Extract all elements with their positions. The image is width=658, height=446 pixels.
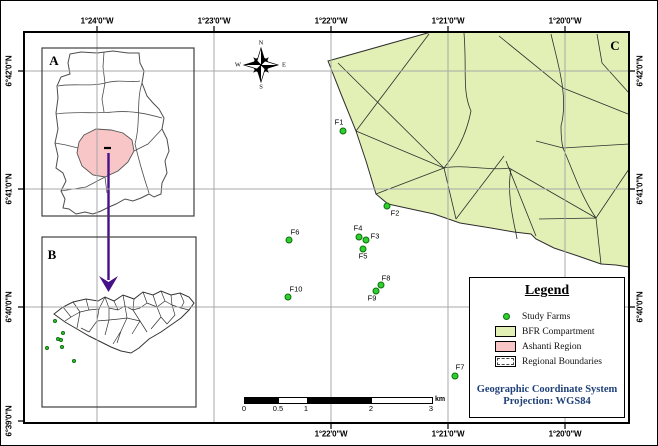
study-farms-symbol xyxy=(503,313,510,320)
inset-b-box xyxy=(41,236,197,408)
axis-ticks xyxy=(18,26,635,429)
bfr-internal-boundaries xyxy=(337,32,630,265)
legend-item-label: Ashanti Region xyxy=(522,342,582,352)
legend-item-regional-boundaries: Regional Boundaries xyxy=(495,356,620,369)
projection-note-line2: Projection: WGS84 xyxy=(503,396,591,408)
projection-note: Geographic Coordinate System Projection:… xyxy=(470,384,624,409)
axis-label-bottom: 1°21'0"W xyxy=(431,429,465,439)
axis-label-top: 1°22'0"W xyxy=(314,16,348,26)
panel-a-label: A xyxy=(49,53,59,68)
axis-label-left: 6°40'0"N xyxy=(4,291,14,323)
axis-label-top: 1°20'0"W xyxy=(548,16,582,26)
compass-west-label: W xyxy=(234,61,242,69)
inset-b-farm-dot xyxy=(61,331,65,335)
projection-note-line1: Geographic Coordinate System xyxy=(476,384,618,395)
farm-label-f1: F1 xyxy=(334,117,344,127)
legend-box: Legend Study Farms BFR Compartment Ashan… xyxy=(469,277,625,418)
farm-label-f6: F6 xyxy=(290,227,300,237)
farm-dot-f7 xyxy=(451,372,459,380)
compass-rose xyxy=(242,46,280,84)
farm-dot-f6 xyxy=(285,236,293,244)
ghana-inset-map xyxy=(54,50,170,215)
farm-label-f8: F8 xyxy=(381,273,391,283)
farm-dot-f2 xyxy=(383,202,391,210)
axis-label-right: 6°41'0"N xyxy=(635,173,645,205)
axis-label-left: 6°42'0"N xyxy=(4,55,14,87)
legend-item-bfr-compartment: BFR Compartment xyxy=(495,326,620,339)
inset-b-mesh xyxy=(53,290,195,354)
axis-label-bottom: 1°22'0"W xyxy=(314,429,348,439)
bfr-compartment-swatch xyxy=(495,326,516,337)
scale-bar-tick-label: 1 xyxy=(303,404,309,413)
panel-c-label: C xyxy=(610,38,620,53)
inset-a-box xyxy=(41,47,195,217)
axis-label-top: 1°23'0"W xyxy=(197,16,231,26)
scale-bar-track xyxy=(244,397,433,404)
farm-label-f3: F3 xyxy=(370,231,380,241)
farm-label-f9: F9 xyxy=(367,293,377,303)
farm-label-f10: F10 xyxy=(289,284,303,294)
inset-b-farm-dot xyxy=(60,345,64,349)
farm-label-f7: F7 xyxy=(455,362,465,372)
scale-bar-segment xyxy=(245,398,279,403)
axis-label-bottom: 1°20'0"W xyxy=(548,429,582,439)
inset-b-farm-dot xyxy=(53,319,57,323)
axis-label-top: 1°21'0"W xyxy=(431,16,465,26)
scale-bar-segment xyxy=(307,398,372,403)
inset-b-farm-dot xyxy=(45,346,49,350)
farm-dot-f8 xyxy=(377,281,385,289)
legend-title: Legend xyxy=(524,283,570,298)
axis-label-left: 6°41'0"N xyxy=(4,173,14,205)
inset-b-farm-dot xyxy=(72,359,76,363)
scale-bar-unit: km xyxy=(435,396,446,403)
legend-item-label: Regional Boundaries xyxy=(522,357,602,367)
compass-south-label: S xyxy=(259,83,263,91)
axis-label-left: 6°39'0"N xyxy=(4,405,14,437)
axis-label-right: 6°40'0"N xyxy=(635,291,645,323)
axis-label-right: 6°42'0"N xyxy=(635,55,645,87)
legend-item-study-farms: Study Farms xyxy=(495,311,620,324)
ashanti-region-swatch xyxy=(495,341,516,352)
graticule-grid xyxy=(24,32,629,423)
map-frame xyxy=(23,31,630,424)
farm-dot-f1 xyxy=(339,127,347,135)
compass-east-label: E xyxy=(282,61,286,69)
scale-bar: 0 0.5 1 2 3 km xyxy=(241,394,454,413)
farm-dot-f5 xyxy=(359,245,367,253)
farm-dot-f9 xyxy=(372,287,380,295)
regional-boundaries-swatch xyxy=(495,356,516,367)
scale-bar-tick-label: 0.5 xyxy=(272,404,284,413)
legend-item-label: BFR Compartment xyxy=(522,327,595,337)
farm-label-f5: F5 xyxy=(358,251,368,261)
farm-dot-f10 xyxy=(284,293,292,301)
farm-dot-f4 xyxy=(355,233,363,241)
bfr-compartment-polygon xyxy=(327,31,630,268)
legend-item-ashanti-region: Ashanti Region xyxy=(495,341,620,354)
farm-label-f4: F4 xyxy=(353,223,363,233)
compass-north-label: N xyxy=(258,39,264,47)
ashanti-region-shape xyxy=(76,128,135,178)
scale-bar-tick-label: 2 xyxy=(368,404,374,413)
panel-b-label: B xyxy=(47,247,57,262)
ghana-region-boundaries xyxy=(54,51,163,194)
scale-bar-tick-label: 0 xyxy=(241,404,247,413)
farm-dot-f3 xyxy=(362,236,370,244)
axis-label-top: 1°24'0"W xyxy=(80,16,114,26)
farm-label-f2: F2 xyxy=(390,208,400,218)
legend-item-label: Study Farms xyxy=(522,312,571,322)
scale-bar-tick-label: 3 xyxy=(428,404,434,413)
inset-b-farm-dot xyxy=(59,338,63,342)
